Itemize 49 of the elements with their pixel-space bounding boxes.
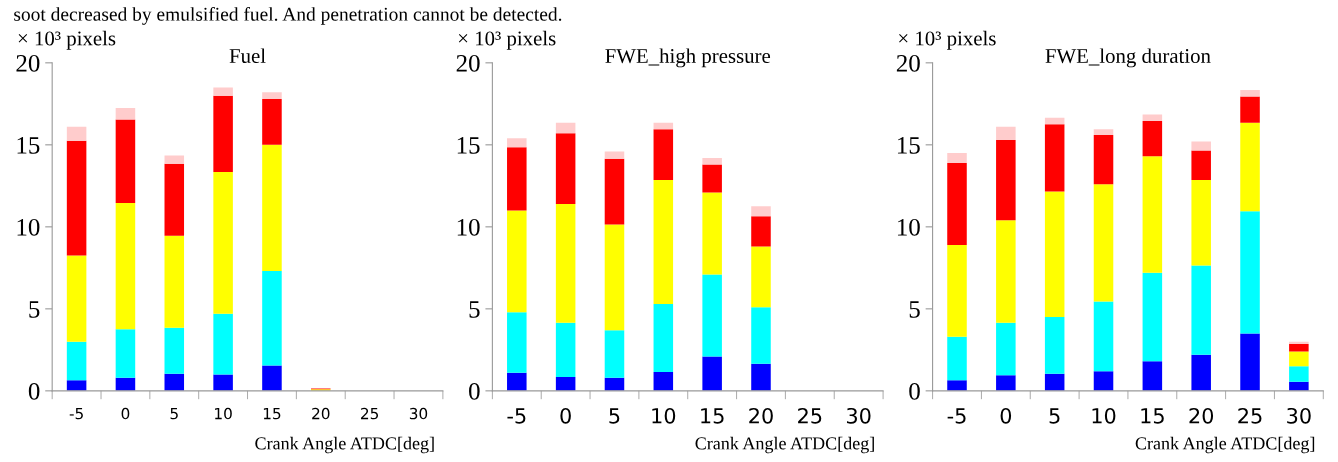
y-tick-label: 5 (909, 301, 920, 318)
x-tick-label: -5 (947, 408, 966, 424)
y-tick-label: 15 (897, 137, 920, 154)
x-tick-label: 0 (121, 407, 130, 420)
y-tick-label: 20 (456, 54, 480, 72)
x-tick-label: 20 (749, 407, 773, 424)
y-axis-title: × 10³ pixels (899, 30, 996, 50)
x-tick-label: 5 (170, 407, 178, 420)
y-tick-label: 10 (17, 218, 40, 236)
x-tick-label: 10 (215, 407, 232, 420)
y-tick-label: 20 (16, 54, 40, 72)
x-tick-label: 25 (1238, 407, 1262, 424)
y-tick-label: 10 (897, 218, 920, 236)
chart-title: FWE_high pressure (605, 48, 771, 68)
text: soot decreased by emulsified fuel. And penetration cannot be detected. (14, 6, 562, 25)
x-tick-label: 15 (701, 408, 724, 424)
y-tick-label: 10 (457, 218, 480, 236)
x-axis-title: Crank Angle ATDC[deg] (1135, 436, 1315, 454)
x-tick-label: 25 (798, 407, 822, 424)
x-tick-label: -5 (507, 408, 526, 424)
x-tick-label: 10 (1092, 407, 1116, 424)
chart-title: FWE_long duration (1045, 48, 1211, 68)
x-tick-label: 25 (361, 407, 379, 420)
x-tick-label: 0 (560, 407, 571, 424)
x-tick-label: 30 (1287, 407, 1311, 424)
x-tick-label: 30 (409, 407, 428, 420)
x-tick-label: 5 (609, 408, 620, 424)
y-tick-label: 15 (457, 137, 480, 154)
x-axis-title: Crank Angle ATDC[deg] (695, 436, 874, 454)
y-tick-label: 0 (909, 382, 920, 400)
y-tick-label: 15 (17, 137, 40, 154)
x-tick-label: 15 (263, 407, 281, 420)
y-tick-label: 5 (469, 301, 480, 318)
x-tick-label: 5 (1049, 408, 1060, 424)
y-axis-title: × 10³ pixels (18, 30, 116, 50)
x-tick-label: 10 (652, 407, 676, 424)
y-tick-label: 20 (896, 54, 920, 72)
y-tick-label: 0 (28, 382, 40, 400)
x-tick-label: 20 (1189, 407, 1214, 424)
x-tick-label: 20 (312, 407, 330, 420)
x-tick-label: -5 (69, 407, 83, 420)
y-tick-label: 5 (29, 301, 40, 318)
y-tick-label: 0 (469, 382, 480, 400)
x-tick-label: 30 (846, 407, 871, 424)
y-axis-title: × 10³ pixels (458, 30, 556, 50)
x-tick-label: 15 (1141, 408, 1164, 424)
x-tick-label: 0 (1000, 407, 1012, 424)
x-axis-title: Crank Angle ATDC[deg] (255, 436, 434, 454)
chart-title: Fuel (229, 48, 266, 64)
